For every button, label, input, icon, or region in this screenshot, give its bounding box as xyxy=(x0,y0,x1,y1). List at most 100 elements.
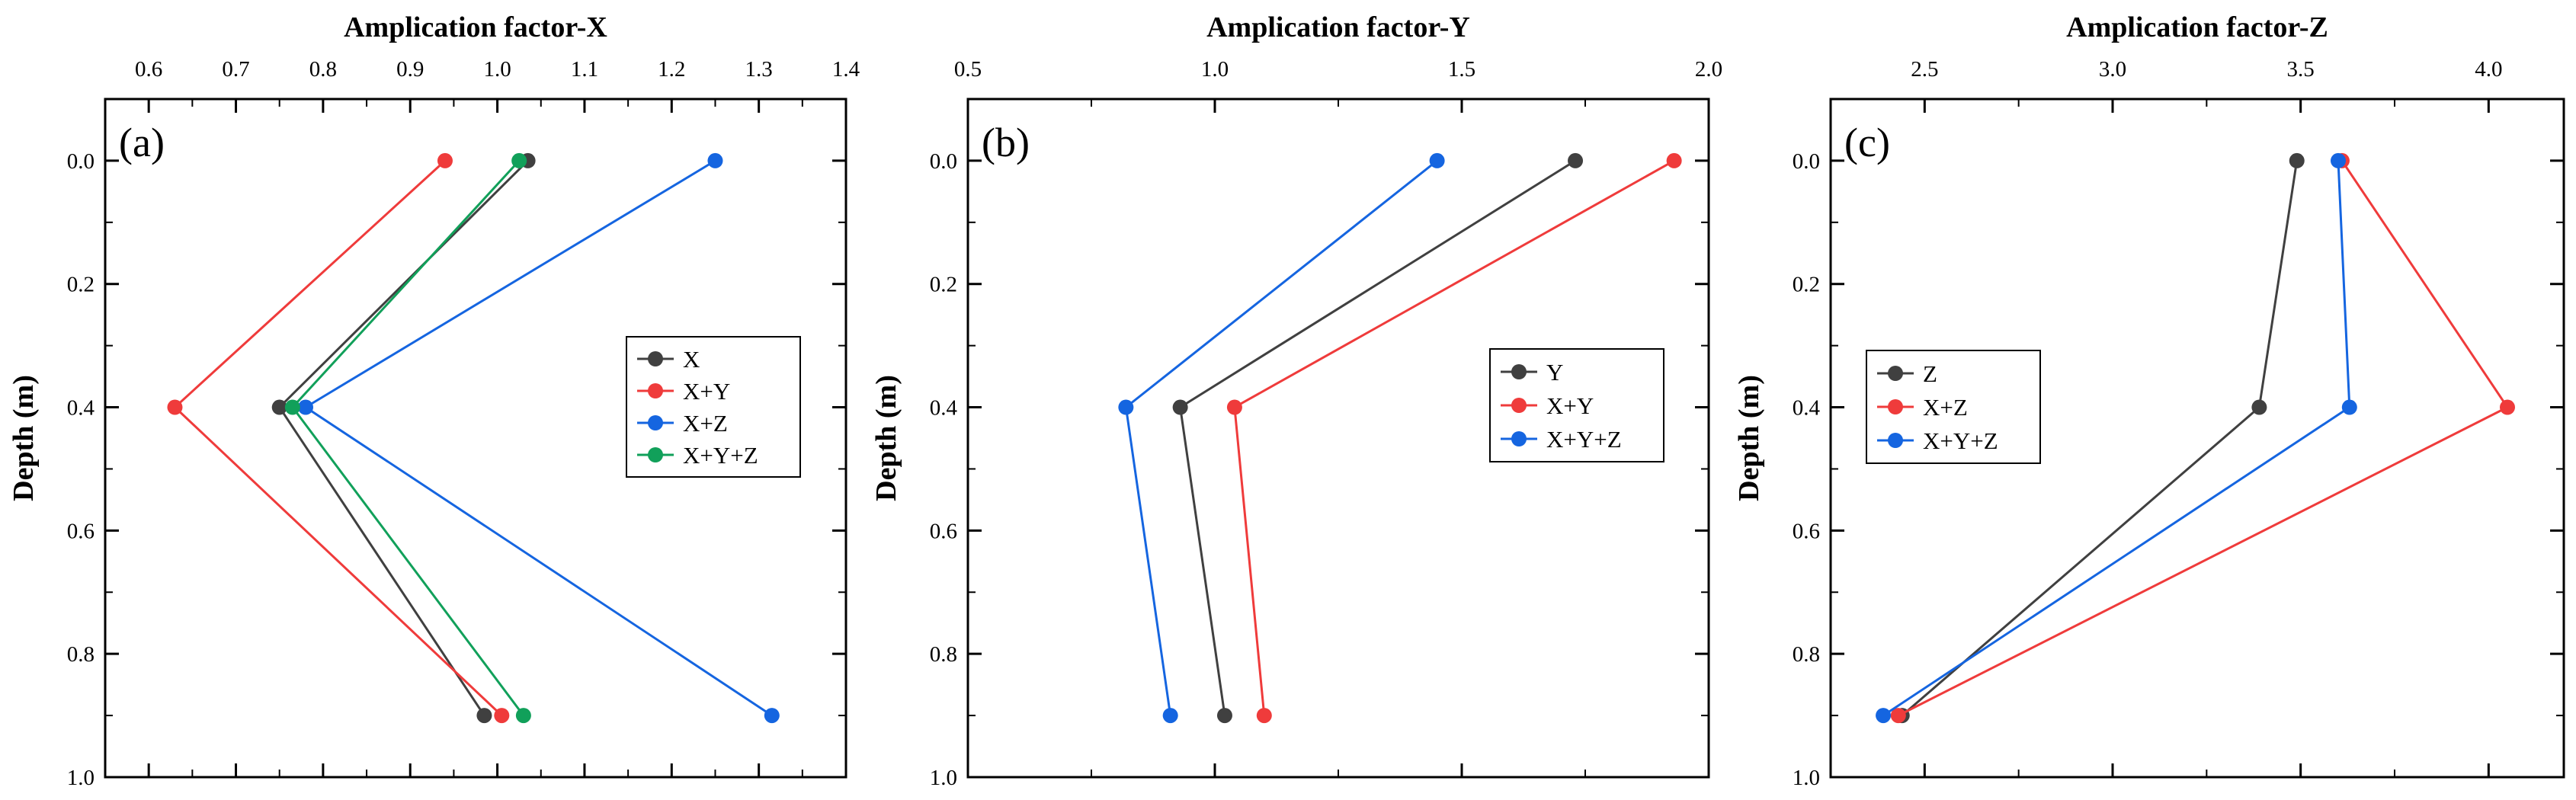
legend-swatch-marker xyxy=(648,415,663,430)
x-tick-label: 3.5 xyxy=(2287,57,2315,82)
x-tick-label: 2.0 xyxy=(1695,57,1722,82)
y-tick-label: 0.0 xyxy=(67,149,95,174)
legend-label: X+Y+Z xyxy=(1546,426,1622,453)
y-tick-label: 0.8 xyxy=(930,642,957,667)
data-point xyxy=(167,399,183,415)
x-tick-label: 0.7 xyxy=(222,57,249,82)
y-tick-label: 0.8 xyxy=(67,642,95,667)
data-point xyxy=(764,708,780,724)
data-point xyxy=(1172,399,1188,415)
panel-label: (c) xyxy=(1844,120,1890,165)
x-axis-title: Amplication factor-Y xyxy=(1206,11,1470,43)
legend-swatch-marker xyxy=(1511,398,1527,413)
series-line-x-plus-y-plus-z xyxy=(290,159,525,716)
y-tick-label: 0.4 xyxy=(67,396,95,421)
x-tick-label: 0.8 xyxy=(309,57,337,82)
x-tick-label: 3.0 xyxy=(2099,57,2126,82)
series-line-x-plus-y-plus-z xyxy=(1124,159,1438,716)
x-axis-title: Amplication factor-X xyxy=(344,11,607,43)
data-point xyxy=(271,399,287,415)
plot-frame xyxy=(1829,98,2565,779)
y-tick-label: 0.2 xyxy=(67,273,95,297)
y-tick-label: 0.4 xyxy=(930,396,958,421)
data-point xyxy=(284,399,300,415)
x-tick-label: 1.2 xyxy=(658,57,685,82)
data-point xyxy=(1666,152,1682,168)
legend-label: X+Y xyxy=(1546,392,1594,419)
data-point xyxy=(1568,152,1584,168)
x-tick-label: 1.4 xyxy=(832,57,860,82)
x-tick-label: 1.5 xyxy=(1448,57,1475,82)
legend-swatch-marker xyxy=(1888,433,1903,448)
x-axis-title: Amplication factor-Z xyxy=(2066,11,2328,43)
x-tick-label: 1.3 xyxy=(745,57,773,82)
y-tick-label: 0.6 xyxy=(67,519,95,543)
y-tick-label: 1.0 xyxy=(67,766,95,790)
legend-label: X+Z xyxy=(683,410,728,437)
y-tick-label: 1.0 xyxy=(1793,766,1820,790)
y-tick-label: 0.2 xyxy=(930,273,957,297)
legend-swatch-marker xyxy=(1511,431,1527,446)
legend-swatch-marker xyxy=(1888,399,1903,414)
data-point xyxy=(1429,152,1445,168)
legend-label: X xyxy=(683,346,700,373)
legend-label: X+Y+Z xyxy=(1923,427,1998,454)
y-tick-label: 0.6 xyxy=(1793,519,1820,543)
panel-b: Amplication factor-Y Depth (m) 0.5 1.0 1.5 2.… xyxy=(870,11,1722,790)
data-point xyxy=(2289,152,2305,168)
x-tick-label: 0.5 xyxy=(954,57,982,82)
legend-label: Y xyxy=(1546,359,1563,386)
data-point xyxy=(476,708,492,724)
panel-c: Amplication factor-Z Depth (m) 2.5 3.0 3.5 4.… xyxy=(1733,11,2565,790)
legend-swatch-marker xyxy=(1511,364,1527,379)
legend-label: X+Z xyxy=(1923,394,1968,421)
y-axis-title: Depth (m) xyxy=(8,375,40,501)
data-point xyxy=(1216,708,1232,724)
data-point xyxy=(1256,708,1272,724)
data-point xyxy=(494,708,510,724)
y-axis-title: Depth (m) xyxy=(870,375,902,501)
data-point xyxy=(2500,399,2515,415)
y-tick-label: 0.8 xyxy=(1793,642,1820,667)
y-tick-label: 1.0 xyxy=(930,766,957,790)
data-point xyxy=(1876,708,1892,724)
data-point xyxy=(2331,152,2346,168)
panel-label: (a) xyxy=(119,120,165,165)
panel-a: Amplication factor-X Depth (m) 0.6 0.7 0.8 0.… xyxy=(8,11,860,790)
y-axis-title: Depth (m) xyxy=(1733,375,1765,501)
data-point xyxy=(1226,399,1242,415)
x-tick-label: 1.1 xyxy=(571,57,598,82)
x-tick-label: 4.0 xyxy=(2475,57,2502,82)
legend-swatch-marker xyxy=(648,447,663,462)
x-tick-label: 1.0 xyxy=(483,57,511,82)
data-point xyxy=(2251,399,2267,415)
legend-swatch-marker xyxy=(648,351,663,366)
data-point xyxy=(298,399,314,415)
x-tick-label: 0.6 xyxy=(135,57,162,82)
plot-frame xyxy=(104,98,847,779)
data-point xyxy=(707,152,723,168)
data-point xyxy=(1118,399,1134,415)
data-point xyxy=(511,152,527,168)
legend-label: Z xyxy=(1923,360,1937,387)
y-tick-label: 0.0 xyxy=(930,149,957,174)
data-point xyxy=(2341,399,2357,415)
panel-label: (b) xyxy=(982,120,1030,165)
legend-swatch-marker xyxy=(1888,366,1903,381)
data-point xyxy=(1890,708,1906,724)
data-point xyxy=(515,708,531,724)
x-tick-label: 1.0 xyxy=(1201,57,1229,82)
x-tick-label: 2.5 xyxy=(1911,57,1938,82)
legend-swatch-marker xyxy=(648,383,663,398)
y-tick-label: 0.4 xyxy=(1793,396,1821,421)
y-tick-label: 0.0 xyxy=(1793,149,1820,174)
y-tick-label: 0.6 xyxy=(930,519,957,543)
data-point xyxy=(1162,708,1178,724)
y-tick-label: 0.2 xyxy=(1793,273,1820,297)
series-line-x-plus-y xyxy=(173,159,503,717)
legend-label: X+Y+Z xyxy=(683,442,758,469)
legend-label: X+Y xyxy=(683,378,730,405)
data-point xyxy=(437,152,453,168)
x-tick-label: 0.9 xyxy=(396,57,424,82)
